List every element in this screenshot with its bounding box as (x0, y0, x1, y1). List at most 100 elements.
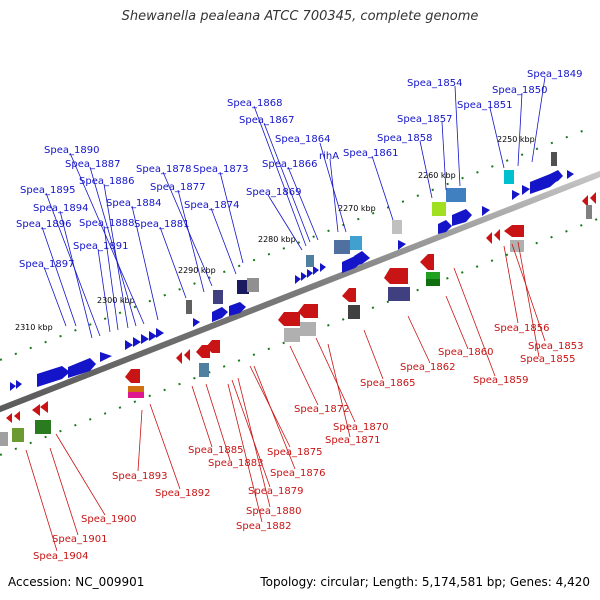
gene-arrow (313, 266, 319, 275)
gene-label: Spea_1892 (155, 488, 210, 499)
accession-text: Accession: NC_009901 (8, 575, 145, 589)
gene-arrow (176, 352, 182, 364)
genome-summary-text: Topology: circular; Length: 5,174,581 bp… (260, 575, 590, 589)
gene-label: Spea_1878 (136, 164, 191, 175)
gene-arrow (567, 170, 574, 179)
gene-label: Spea_1864 (275, 134, 330, 145)
gene-arrow (6, 413, 12, 423)
gene-arrow (229, 302, 246, 316)
gene-label: Spea_1901 (52, 534, 107, 545)
kbp-ticks: 2310 kbp 2300 kbp 2290 kbp 2280 kbp 2270… (15, 135, 535, 332)
tick-label: 2300 kbp (97, 296, 135, 305)
gene-label: Spea_1874 (184, 200, 239, 211)
gene-arrow (40, 401, 48, 413)
gene-label: Spea_1870 (333, 422, 388, 433)
reverse-genes (6, 192, 596, 423)
gene-label: Spea_1858 (377, 133, 432, 144)
bottom-gene-labels: Spea_1856 Spea_1853 Spea_1855 Spea_1859 … (33, 323, 583, 562)
gene-arrow (125, 340, 133, 350)
gene-label: Spea_1882 (236, 521, 291, 532)
gene-arrow (133, 337, 141, 347)
gene-arrow (354, 251, 370, 266)
gene-arrow (512, 190, 520, 200)
gene-label: Spea_1886 (79, 176, 134, 187)
top-gene-labels: Spea_1849 Spea_1850 Spea_1851 Spea_1854 … (16, 69, 582, 270)
gene-label: Spea_1885 (188, 445, 243, 456)
gene-arrow (384, 268, 408, 284)
gene-arrow (298, 304, 318, 318)
gene-arrow (68, 358, 96, 378)
gene-label: Spea_1891 (73, 241, 128, 252)
tick-label: 2290 kbp (178, 266, 216, 275)
gene-label: Spea_1856 (494, 323, 549, 334)
bottom-leader-lines (25, 241, 546, 552)
gene-label: Spea_1862 (400, 362, 455, 373)
tick-label: 2260 kbp (418, 171, 456, 180)
gene-label: Spea_1859 (473, 375, 528, 386)
gene-label: Spea_1855 (520, 354, 575, 365)
gene-arrow (320, 263, 326, 272)
gene-label: Spea_1896 (16, 219, 71, 230)
gene-arrow (550, 170, 563, 184)
forward-strand-track (0, 127, 591, 361)
gene-label: Spea_1880 (246, 506, 301, 517)
genome-backbone (0, 170, 600, 413)
gene-arrow (494, 229, 500, 241)
gene-label: Spea_1890 (44, 145, 99, 156)
gene-label: Spea_1860 (438, 347, 493, 358)
gene-arrow (504, 225, 524, 237)
gene-arrow (522, 185, 530, 195)
gene-label: Spea_1869 (246, 187, 301, 198)
gene-arrow (342, 288, 356, 302)
gene-arrow (438, 220, 452, 234)
tick-label: 2280 kbp (258, 235, 296, 244)
gene-label: Spea_1894 (33, 203, 88, 214)
gene-arrow (141, 334, 149, 344)
gene-arrow (37, 366, 70, 387)
gene-label: Spea_1861 (343, 148, 398, 159)
gene-label: Spea_1877 (150, 182, 205, 193)
gene-label: Spea_1887 (65, 159, 120, 170)
gene-arrow (184, 349, 190, 361)
forward-genes (10, 170, 574, 391)
gene-arrow (307, 269, 313, 278)
tick-label: 2310 kbp (15, 323, 53, 332)
gene-label: Spea_1900 (81, 514, 136, 525)
gene-label: Spea_1849 (527, 69, 582, 80)
gene-arrow (482, 206, 490, 216)
tick-label: 2250 kbp (497, 135, 535, 144)
gene-label: Spea_1867 (239, 115, 294, 126)
gene-arrow (100, 352, 112, 362)
gene-label: Spea_1866 (262, 159, 317, 170)
gene-label: Spea_1888 (79, 218, 134, 229)
gene-label: Spea_1868 (227, 98, 282, 109)
other-features (0, 152, 592, 446)
gene-arrow (156, 328, 164, 338)
gene-arrow (206, 340, 220, 353)
gene-label: Spea_1871 (325, 435, 380, 446)
gene-label: Spea_1884 (106, 198, 161, 209)
gene-arrow (278, 312, 300, 326)
gene-label: Spea_1879 (248, 486, 303, 497)
gene-arrow (590, 192, 596, 204)
gene-arrow (149, 331, 157, 341)
gene-arrow (10, 382, 16, 391)
gene-label: Spea_1876 (270, 468, 325, 479)
gene-arrow (125, 369, 140, 383)
gene-arrow (301, 272, 307, 281)
map-title: Shewanella pealeana ATCC 700345, complet… (121, 9, 479, 24)
gene-label: Spea_1897 (19, 259, 74, 270)
gene-arrow (193, 318, 200, 327)
gene-label: Spea_1895 (20, 185, 75, 196)
gene-arrow (212, 307, 228, 322)
gene-label: Spea_1893 (112, 471, 167, 482)
gene-label: rihA (319, 151, 339, 162)
gene-arrow (295, 275, 301, 284)
top-leader-lines (41, 76, 546, 339)
gene-arrow (32, 404, 40, 416)
tick-label: 2270 kbp (338, 204, 376, 213)
gene-label: Spea_1850 (492, 85, 547, 96)
gene-arrow (398, 240, 406, 250)
gene-label: Spea_1872 (294, 404, 349, 415)
